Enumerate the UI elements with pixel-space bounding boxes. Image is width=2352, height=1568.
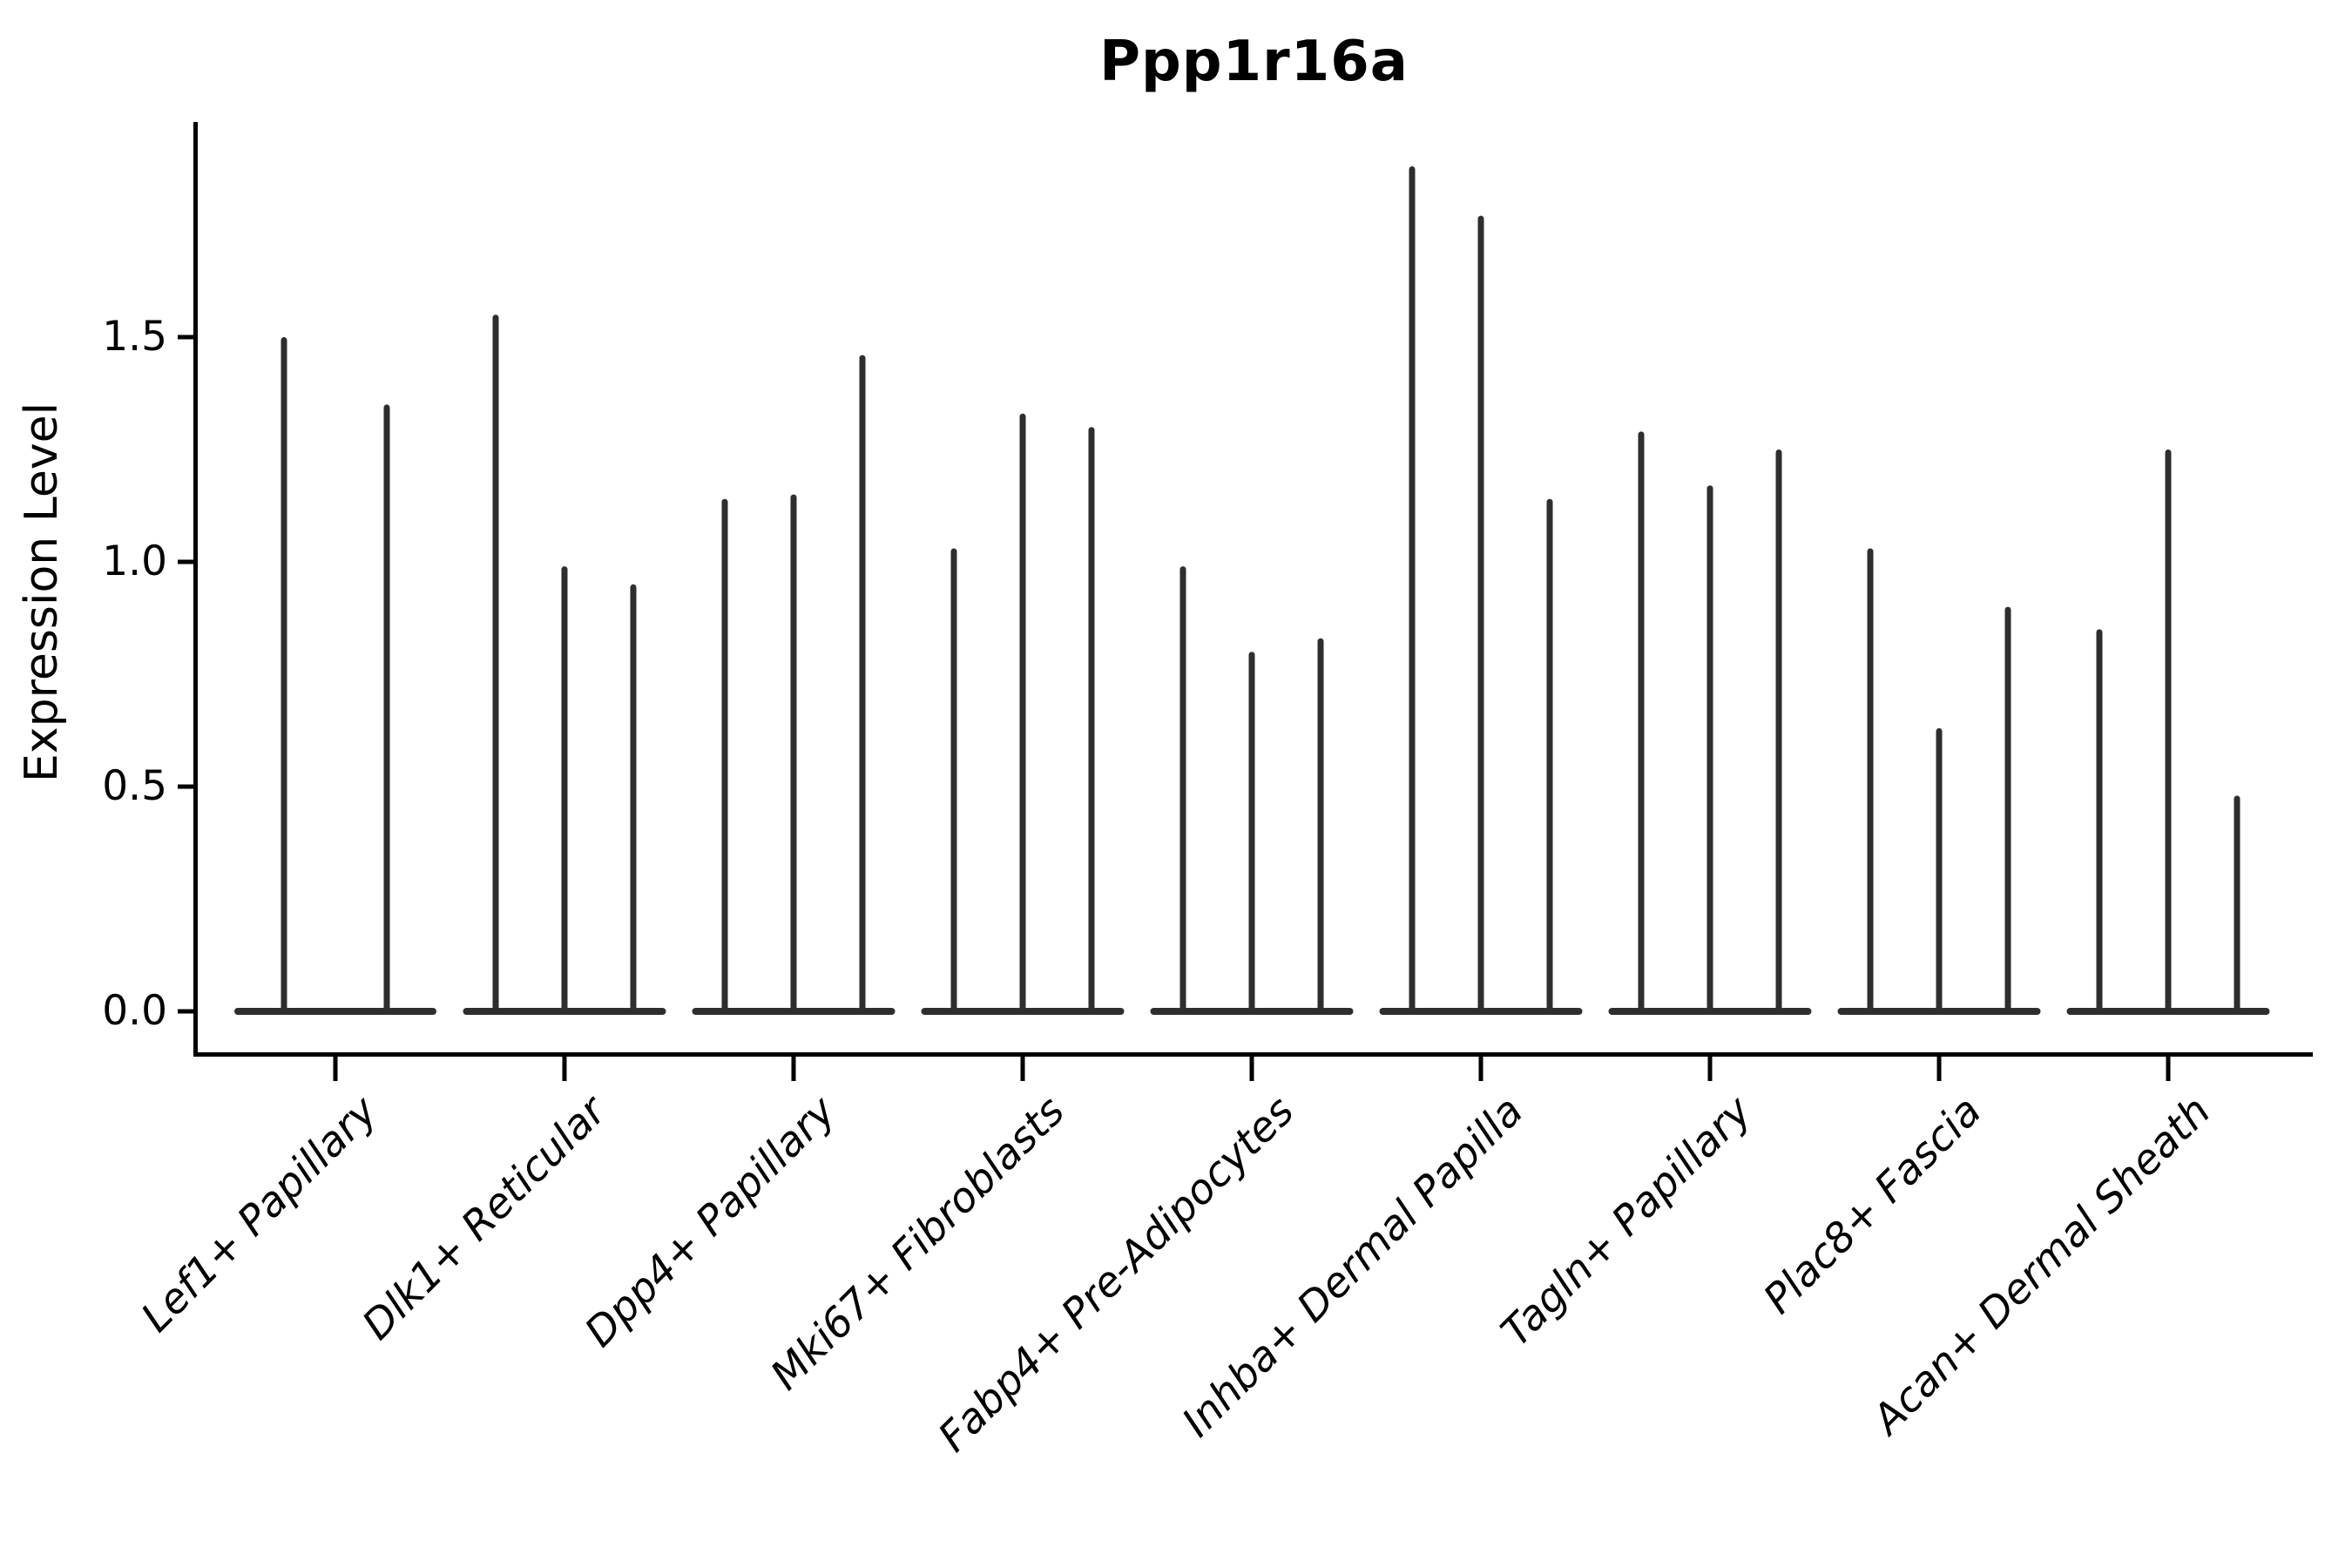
violin-spike: [1638, 431, 1645, 1014]
violin-spike: [1409, 166, 1416, 1015]
violin-body: [234, 1008, 436, 1015]
violin-spike: [1019, 413, 1026, 1015]
x-tick-mark: [1020, 1057, 1025, 1081]
y-tick-label: 0.0: [102, 987, 167, 1035]
y-tick-label: 1.0: [102, 537, 167, 585]
x-tick-mark: [333, 1057, 338, 1081]
chart-title: Ppp1r16a: [1099, 30, 1409, 94]
violin-spike: [2234, 795, 2240, 1014]
violin-spike: [1867, 548, 1874, 1014]
y-tick-mark: [178, 784, 193, 789]
violin-spike: [2096, 629, 2103, 1014]
violin-spike: [1707, 485, 1713, 1014]
violin-spike: [2004, 606, 2011, 1014]
violin-spike: [630, 584, 637, 1014]
violin-spike: [1317, 638, 1324, 1014]
violin-spike: [2165, 449, 2172, 1014]
violin-spike: [859, 355, 866, 1014]
x-tick-mark: [1936, 1057, 1942, 1081]
y-tick-mark: [178, 1009, 193, 1014]
y-axis-spine: [193, 122, 198, 1057]
violin-spike: [1936, 727, 1943, 1014]
y-tick-mark: [178, 559, 193, 564]
x-tick-mark: [2166, 1057, 2171, 1081]
violin-spike: [1546, 498, 1553, 1014]
violin-spike: [1248, 652, 1255, 1014]
x-axis-spine: [193, 1052, 2313, 1057]
x-tick-mark: [791, 1057, 796, 1081]
violin-spike: [492, 314, 499, 1014]
violin-spike: [383, 404, 390, 1014]
violin-spike: [561, 566, 568, 1014]
violin-spike: [790, 494, 797, 1014]
x-tick-mark: [1249, 1057, 1254, 1081]
y-tick-label: 0.5: [102, 762, 167, 810]
x-tick-mark: [562, 1057, 567, 1081]
violin-spike: [721, 498, 728, 1014]
violin-spike: [280, 337, 287, 1014]
violin-spike: [950, 548, 957, 1014]
x-tick-mark: [1707, 1057, 1713, 1081]
violin-spike: [1477, 215, 1484, 1014]
violin-spike: [1088, 427, 1095, 1014]
violin-spike: [1775, 449, 1782, 1014]
y-tick-mark: [178, 335, 193, 340]
y-tick-label: 1.5: [102, 313, 167, 361]
x-tick-mark: [1478, 1057, 1484, 1081]
violin-spike: [1179, 566, 1186, 1014]
